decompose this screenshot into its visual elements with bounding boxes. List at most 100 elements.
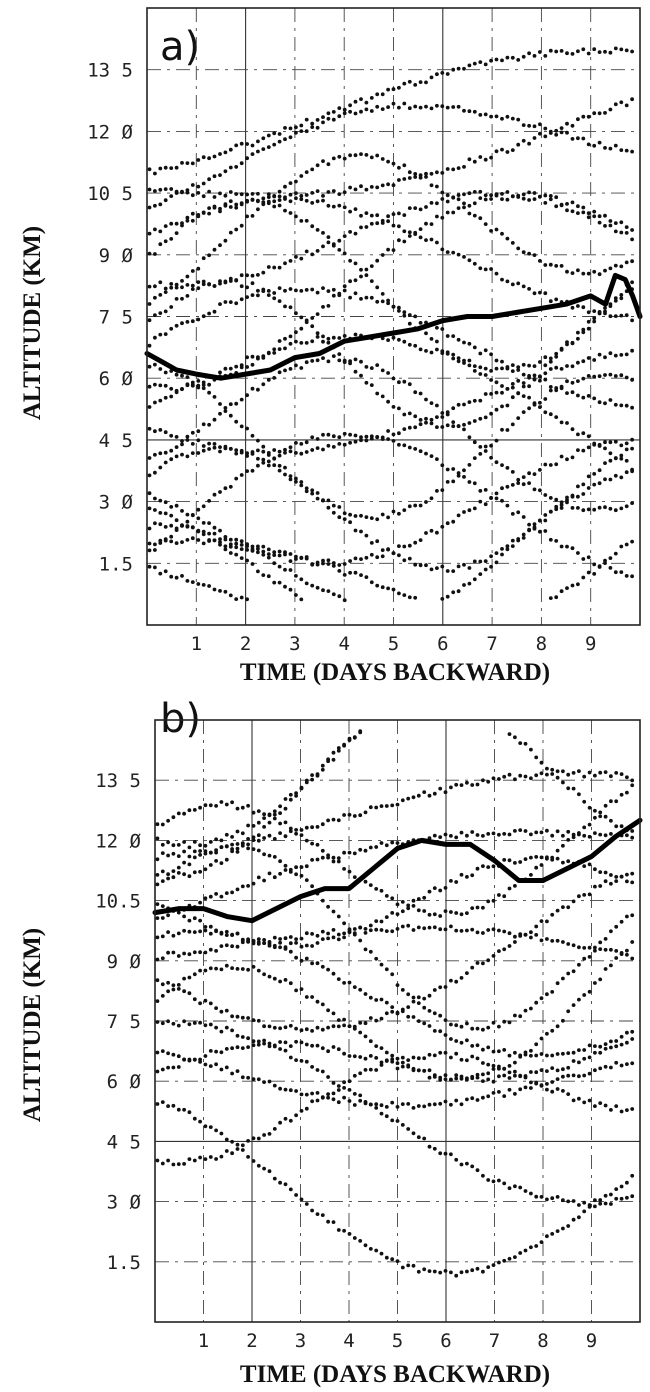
trajectory-point	[565, 51, 569, 56]
trajectory-point	[597, 374, 602, 379]
trajectory-point	[261, 147, 266, 152]
trajectory-point	[432, 833, 437, 838]
trajectory-point	[603, 505, 607, 510]
trajectory-point	[391, 304, 396, 309]
trajectory-point	[212, 525, 217, 530]
trajectory-point	[513, 1050, 517, 1055]
trajectory-point	[304, 450, 309, 454]
trajectory-point	[375, 391, 380, 396]
trajectory-point	[608, 451, 613, 456]
trajectory-point	[481, 961, 485, 966]
trajectory-point	[304, 556, 309, 561]
trajectory-point	[207, 311, 212, 316]
trajectory-point	[304, 318, 309, 323]
trajectory-point	[272, 553, 277, 557]
trajectory-point	[608, 266, 613, 271]
trajectory-point	[510, 369, 515, 373]
trajectory-point	[550, 767, 555, 772]
trajectory-point	[507, 1076, 512, 1080]
trajectory-point	[576, 432, 580, 437]
trajectory-point	[613, 456, 618, 461]
trajectory-point	[500, 390, 504, 395]
trajectory-point	[256, 937, 261, 941]
trajectory-point	[481, 778, 485, 783]
trajectory-point	[192, 997, 197, 1002]
panel-b-label: b)	[160, 696, 201, 742]
trajectory-point	[176, 983, 181, 987]
trajectory-point	[266, 555, 271, 560]
trajectory-point	[235, 842, 240, 846]
trajectory-point	[169, 285, 174, 290]
trajectory-point	[214, 1049, 219, 1054]
trajectory-point	[481, 1027, 485, 1032]
trajectory-point	[326, 1025, 330, 1030]
trajectory-point	[438, 985, 443, 990]
trajectory-point	[402, 177, 407, 181]
panel-b-trajectory-dots	[155, 729, 635, 1278]
trajectory-point	[429, 201, 434, 205]
trajectory-point	[402, 508, 407, 512]
trajectory-point	[294, 955, 298, 960]
trajectory-point	[593, 1198, 597, 1203]
trajectory-point	[467, 480, 472, 484]
trajectory-point	[523, 829, 528, 833]
trajectory-point	[374, 845, 379, 849]
trajectory-point	[489, 369, 493, 373]
trajectory-point	[310, 316, 315, 320]
trajectory-point	[532, 522, 537, 527]
trajectory-point	[529, 1070, 533, 1074]
trajectory-point	[397, 591, 401, 596]
trajectory-point	[299, 174, 304, 178]
trajectory-point	[586, 319, 591, 324]
trajectory-point	[163, 224, 168, 229]
trajectory-point	[443, 1099, 448, 1104]
trajectory-point	[486, 1062, 491, 1067]
trajectory-point	[502, 929, 507, 934]
trajectory-point	[163, 460, 168, 465]
trajectory-point	[570, 209, 575, 214]
trajectory-point	[192, 1057, 197, 1062]
trajectory-point	[459, 1102, 464, 1107]
trajectory-point	[246, 837, 251, 841]
trajectory-point	[218, 191, 222, 196]
trajectory-point	[586, 114, 591, 119]
trajectory-point	[497, 1049, 501, 1054]
trajectory-point	[192, 950, 197, 955]
trajectory-point	[391, 587, 396, 592]
trajectory-point	[196, 158, 201, 162]
trajectory-point	[208, 1125, 213, 1129]
trajectory-point	[321, 120, 325, 125]
trajectory-point	[321, 194, 325, 198]
trajectory-point	[336, 1047, 341, 1052]
trajectory-point	[171, 950, 176, 955]
trajectory-point	[331, 204, 336, 209]
trajectory-point	[331, 1024, 336, 1029]
panel-a-y-tick-labels: 1.53 Ø4 56 Ø7 59 Ø10 512 Ø13 5	[87, 60, 133, 576]
trajectory-point	[171, 869, 176, 873]
trajectory-point	[288, 559, 293, 563]
trajectory-point	[250, 547, 255, 551]
trajectory-point	[353, 153, 358, 158]
trajectory-point	[230, 890, 235, 895]
y-tick-label: 13 5	[95, 770, 141, 792]
trajectory-point	[272, 550, 277, 554]
trajectory-point	[416, 1019, 421, 1023]
trajectory-point	[176, 1054, 181, 1059]
trajectory-point	[166, 989, 171, 994]
trajectory-point	[386, 547, 390, 551]
trajectory-point	[443, 1073, 448, 1078]
trajectory-point	[235, 806, 240, 811]
trajectory-point	[368, 805, 373, 810]
trajectory-point	[246, 1139, 251, 1143]
trajectory-point	[429, 237, 434, 242]
trajectory-point	[538, 468, 542, 472]
trajectory-point	[483, 444, 488, 449]
trajectory-point	[299, 289, 304, 293]
trajectory-point	[597, 468, 602, 473]
trajectory-point	[160, 1021, 165, 1026]
trajectory-point	[598, 947, 603, 951]
trajectory-point	[440, 197, 445, 201]
trajectory-point	[510, 422, 515, 427]
trajectory-point	[534, 755, 539, 760]
trajectory-point	[440, 190, 445, 195]
